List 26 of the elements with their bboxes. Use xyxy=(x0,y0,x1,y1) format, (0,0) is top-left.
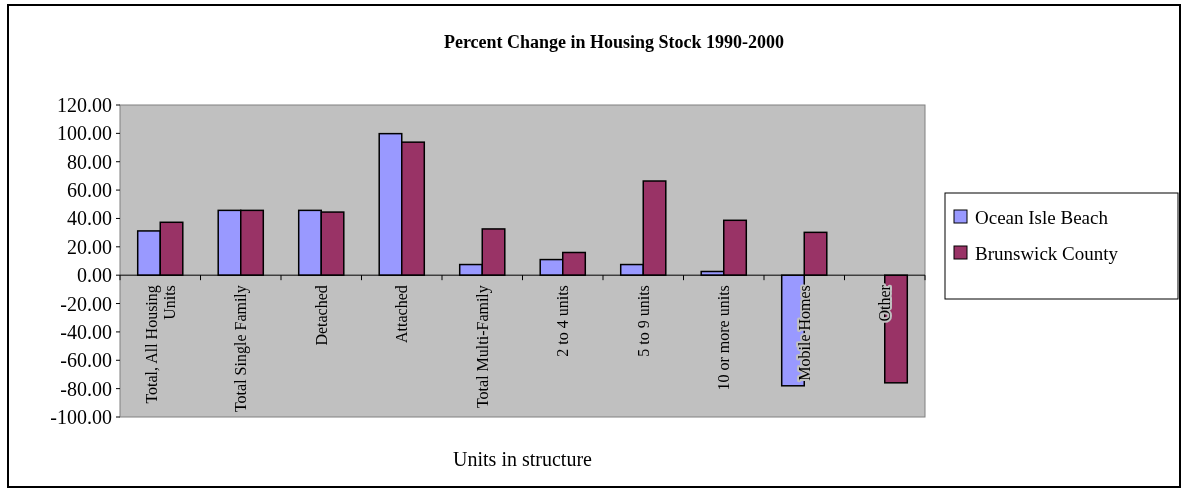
y-tick-label: 40.00 xyxy=(67,207,112,230)
legend-label: Ocean Isle Beach xyxy=(975,206,1109,228)
x-tick-label: 2 to 4 units xyxy=(554,285,572,357)
x-tick-label: 10 or more units xyxy=(715,285,733,391)
x-tick-label: Mobile Homes xyxy=(795,285,813,381)
x-tick-label: Other xyxy=(876,284,894,322)
x-tick-label: Detached xyxy=(312,285,330,346)
y-tick-label: 0.00 xyxy=(77,264,112,287)
y-tick-label: -20.00 xyxy=(60,292,112,315)
x-tick-label: Total Multi-Family xyxy=(473,285,492,409)
legend-label: Brunswick County xyxy=(975,242,1119,264)
y-tick-label: -80.00 xyxy=(60,377,112,400)
y-tick-label: 60.00 xyxy=(67,179,112,202)
x-tick-label: Attached xyxy=(393,285,411,343)
x-axis-title: Units in structure xyxy=(453,448,593,470)
x-tick-label: Total Single Family xyxy=(232,285,251,413)
y-tick-label: 20.00 xyxy=(67,235,112,258)
y-tick-label: -40.00 xyxy=(60,320,112,343)
y-tick-label: 100.00 xyxy=(57,122,112,145)
y-tick-label: 120.00 xyxy=(57,94,112,116)
y-tick-label: -60.00 xyxy=(60,349,112,372)
chart-title: Percent Change in Housing Stock 1990-2000 xyxy=(443,32,785,52)
y-tick-label: 80.00 xyxy=(67,150,112,173)
x-tick-label: Total, All Housing Units xyxy=(143,285,178,404)
x-tick-label: 5 to 9 units xyxy=(634,285,652,357)
y-tick-label: -100.00 xyxy=(50,406,112,428)
